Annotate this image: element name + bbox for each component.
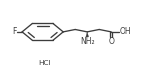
Text: HCl: HCl [39,60,51,66]
Polygon shape [86,32,89,37]
Text: F: F [12,27,17,36]
Text: NH₂: NH₂ [80,37,94,46]
Text: O: O [108,37,114,46]
Text: OH: OH [120,27,131,36]
